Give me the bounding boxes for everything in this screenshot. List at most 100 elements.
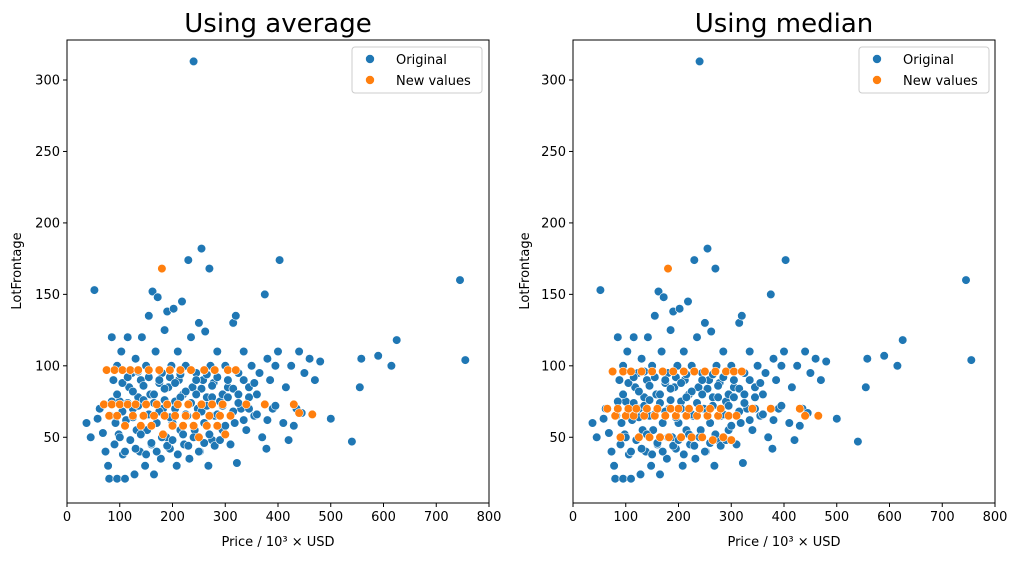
point-original xyxy=(656,346,667,357)
point-original xyxy=(713,392,723,402)
point-original xyxy=(112,389,122,400)
point-original xyxy=(146,438,156,448)
point-new-values xyxy=(215,411,225,421)
point-new-values xyxy=(191,411,201,421)
point-new-values xyxy=(679,366,689,377)
point-new-values xyxy=(107,399,117,410)
point-new-values xyxy=(658,366,668,377)
point-original xyxy=(763,432,773,442)
point-original xyxy=(136,429,146,440)
point-new-values xyxy=(705,404,715,414)
point-original xyxy=(310,375,320,385)
point-new-values xyxy=(665,404,676,414)
point-original xyxy=(92,414,103,424)
point-original xyxy=(305,354,315,364)
point-new-values xyxy=(602,404,612,414)
point-new-values xyxy=(162,399,172,410)
point-new-values xyxy=(131,399,141,410)
y-tick-label: 50 xyxy=(43,431,60,446)
point-original xyxy=(315,356,325,367)
point-new-values xyxy=(694,404,705,414)
point-original xyxy=(702,384,713,394)
point-original xyxy=(194,447,204,457)
point-original xyxy=(112,474,122,484)
point-new-values xyxy=(668,366,678,377)
point-original xyxy=(697,389,707,400)
point-new-values xyxy=(144,365,154,375)
point-original xyxy=(665,325,676,335)
point-new-values xyxy=(700,366,710,377)
point-original xyxy=(795,421,805,431)
point-original xyxy=(89,285,99,295)
point-original xyxy=(892,361,903,371)
x-tick-label: 500 xyxy=(824,510,849,525)
point-original xyxy=(821,356,831,367)
point-new-values xyxy=(708,435,718,445)
point-original xyxy=(160,325,170,335)
point-original xyxy=(203,461,213,471)
point-new-values xyxy=(644,432,655,442)
point-original xyxy=(128,386,138,397)
point-original xyxy=(879,351,889,361)
x-axis-ticks: 0 100 200 300 400 500 600 700 800 xyxy=(569,503,1007,525)
point-original xyxy=(665,384,676,394)
point-original xyxy=(674,304,685,314)
point-original xyxy=(108,375,118,385)
point-new-values xyxy=(165,365,175,375)
point-original xyxy=(170,378,180,388)
point-original xyxy=(816,375,826,385)
point-new-values xyxy=(199,365,209,375)
point-original xyxy=(678,461,688,471)
point-original xyxy=(789,435,800,445)
point-original xyxy=(386,361,397,371)
legend-box xyxy=(858,46,990,94)
point-original xyxy=(107,332,117,342)
point-new-values xyxy=(141,399,151,410)
point-new-values xyxy=(716,404,726,414)
point-new-values xyxy=(167,421,178,431)
point-original xyxy=(191,375,201,385)
point-new-values xyxy=(160,411,170,421)
point-original xyxy=(144,311,154,321)
point-new-values xyxy=(307,409,317,420)
point-new-values xyxy=(636,366,647,377)
point-new-values xyxy=(663,264,673,274)
point-new-values xyxy=(175,365,185,375)
point-new-values xyxy=(128,411,138,421)
point-new-values xyxy=(146,421,156,431)
point-original xyxy=(184,454,194,464)
point-original xyxy=(249,378,259,388)
point-original xyxy=(129,469,140,480)
point-original xyxy=(347,437,357,447)
point-original xyxy=(169,304,179,314)
y-tick-label: 150 xyxy=(541,288,566,303)
y-tick-label: 250 xyxy=(541,145,566,160)
point-original xyxy=(281,382,291,392)
point-original xyxy=(679,346,689,357)
point-original xyxy=(156,454,166,464)
subplot-title: Using average xyxy=(184,9,371,39)
y-tick-label: 100 xyxy=(35,359,60,374)
point-original xyxy=(771,375,781,385)
scatter-points xyxy=(587,56,976,484)
point-new-values xyxy=(158,429,168,440)
point-new-values xyxy=(729,366,739,377)
x-tick-label: 200 xyxy=(666,510,691,525)
point-original xyxy=(194,318,204,328)
point-new-values xyxy=(241,399,251,410)
point-original xyxy=(187,382,198,392)
x-axis-ticks: 0 100 200 300 400 500 600 700 800 xyxy=(63,503,501,525)
point-original xyxy=(700,447,710,457)
point-new-values xyxy=(634,432,644,442)
point-new-values xyxy=(220,429,230,440)
point-new-values xyxy=(626,366,636,377)
point-original xyxy=(125,435,135,445)
point-original xyxy=(736,418,746,428)
point-original xyxy=(278,418,288,428)
point-original xyxy=(239,375,249,385)
x-tick-label: 500 xyxy=(318,510,343,525)
point-original xyxy=(270,361,281,371)
point-new-values xyxy=(210,365,220,375)
point-original xyxy=(141,449,151,460)
point-original xyxy=(239,415,249,425)
